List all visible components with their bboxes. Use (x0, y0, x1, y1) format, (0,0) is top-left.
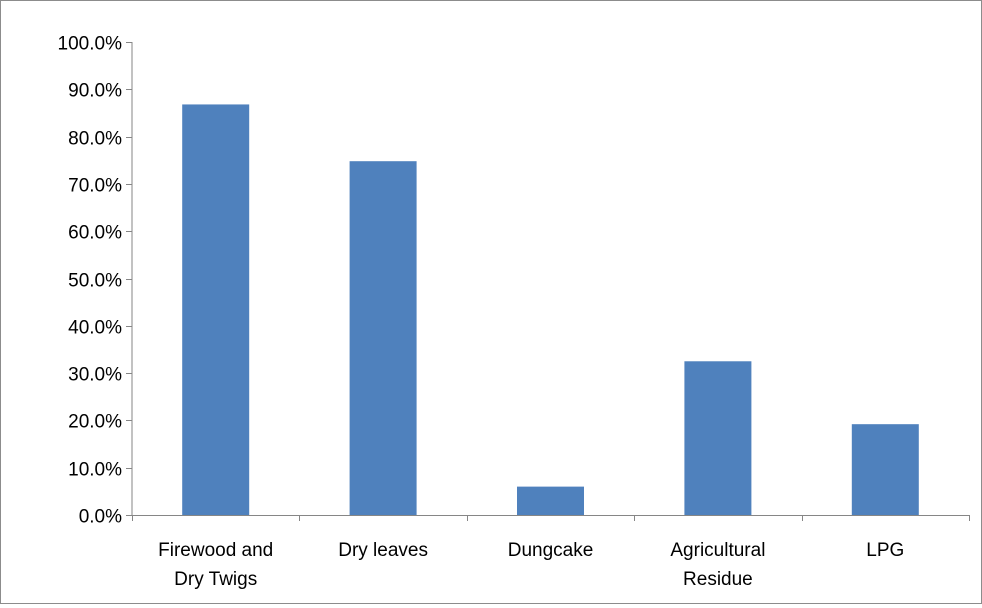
x-tick-label-line: LPG (866, 540, 904, 561)
y-tick-label: 60.0% (68, 223, 122, 244)
x-tick-label: Firewood and Dry Twigs (158, 540, 273, 590)
y-tick-label: 30.0% (68, 365, 122, 386)
y-tick-label: 100.0% (58, 34, 123, 55)
bar (349, 161, 417, 516)
x-axis: Firewood and Dry Twigs Dry leaves Dungcake A… (132, 515, 970, 590)
y-tick-label: 0.0% (79, 507, 122, 528)
y-tick-label: 20.0% (68, 412, 122, 433)
x-tick-label: Dry leaves (338, 540, 428, 561)
bar (851, 424, 919, 515)
x-tick-label: Dungcake (508, 540, 594, 561)
x-tick-label-line: Agricultural (670, 540, 765, 561)
x-tick-label-line: Residue (683, 569, 753, 590)
bar (182, 104, 250, 515)
y-tick-label: 50.0% (68, 271, 122, 292)
bars (182, 104, 919, 516)
x-tick-label-line: Dry Twigs (174, 569, 257, 590)
y-tick-label: 90.0% (68, 81, 122, 102)
bar (684, 361, 752, 515)
y-tick-label: 10.0% (68, 460, 122, 481)
x-tick-label: LPG (866, 540, 904, 561)
x-tick-label-line: Dungcake (508, 540, 594, 561)
x-tick-label-line: Firewood and (158, 540, 273, 561)
y-tick-label: 70.0% (68, 176, 122, 197)
bar (517, 486, 584, 515)
x-tick-label: Agricultural Residue (670, 540, 765, 590)
x-tick-label-line: Dry leaves (338, 540, 428, 561)
y-axis: 0.0% 10.0% 20.0% 30.0% 40.0% 50.0% 60.0% 70.0% 8… (58, 34, 133, 528)
y-tick-label: 40.0% (68, 318, 122, 339)
y-tick-label: 80.0% (68, 129, 122, 150)
